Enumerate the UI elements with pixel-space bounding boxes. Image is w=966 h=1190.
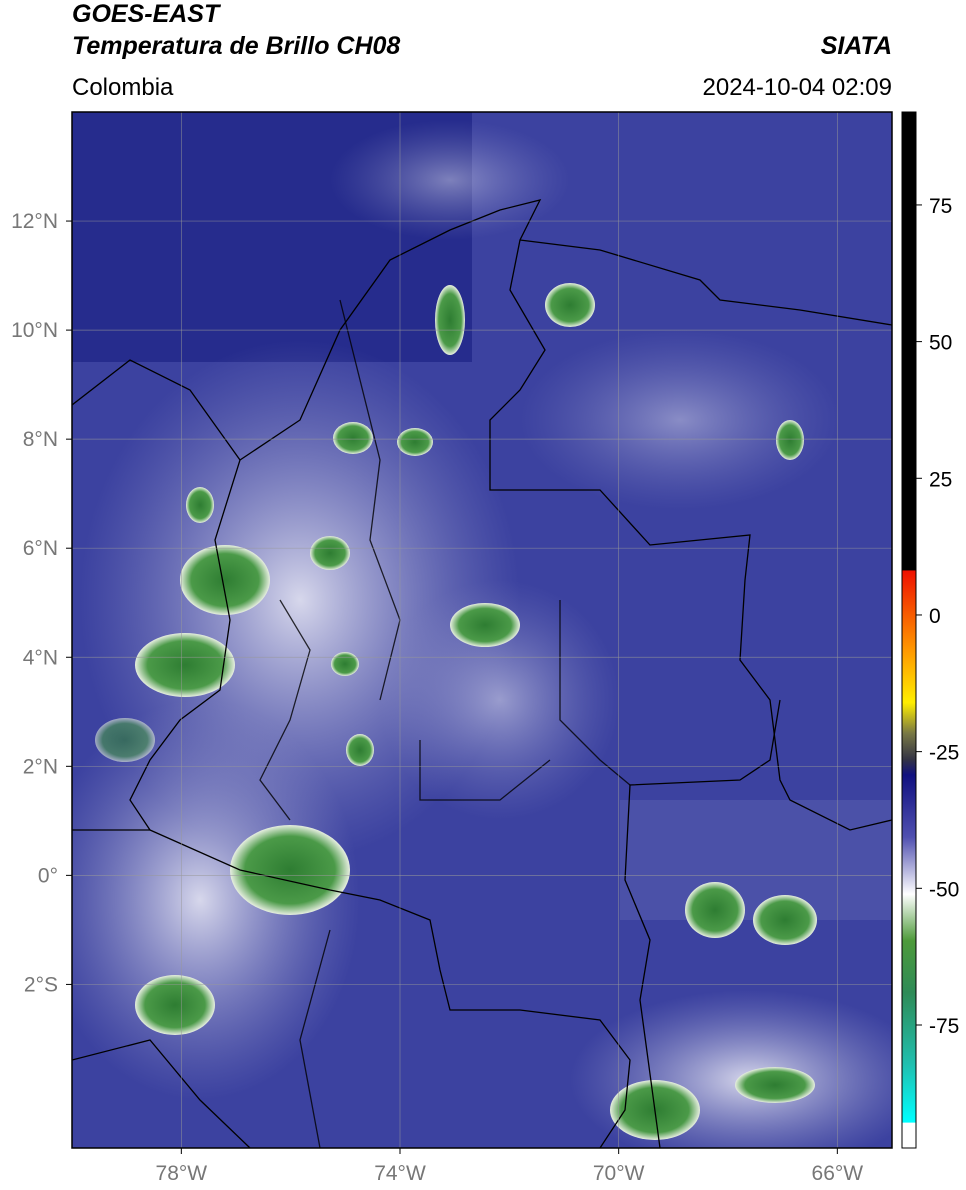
source: SIATA [821,32,892,60]
x-tick-label: 66°W [812,1162,864,1185]
y-tick-label: 4°N [23,646,58,669]
satellite-image [72,112,892,1148]
x-tick-label: 74°W [374,1162,426,1185]
y-tick-label: 0° [38,864,58,887]
colorbar-tick-label: -50 [929,878,959,901]
colorbar-tick-label: 50 [929,332,952,355]
map-frame [71,111,893,1149]
colorbar-tick-label: 0 [929,605,941,628]
colorbar-tick-label: -25 [929,742,959,765]
title: GOES-EAST [72,0,222,28]
y-tick-label: 8°N [23,428,58,451]
y-tick-label: 6°N [23,537,58,560]
y-tick-label: 2°N [23,755,58,778]
region: Colombia [72,74,174,101]
datetime: 2024-10-04 02:09 [703,74,893,101]
x-tick-label: 78°W [156,1162,208,1185]
colorbar-tick-label: 25 [929,468,952,491]
subtitle: Temperatura de Brillo CH08 [72,32,400,60]
grid [72,112,892,1148]
colorbar-tick-label: 75 [929,195,952,218]
colorbar-tick-label: -75 [929,1015,959,1038]
colorbar [901,111,917,1149]
y-tick-label: 10°N [11,319,58,342]
y-tick-label: 12°N [11,210,58,233]
x-tick-label: 70°W [593,1162,645,1185]
y-tick-label: 2°S [24,973,58,996]
